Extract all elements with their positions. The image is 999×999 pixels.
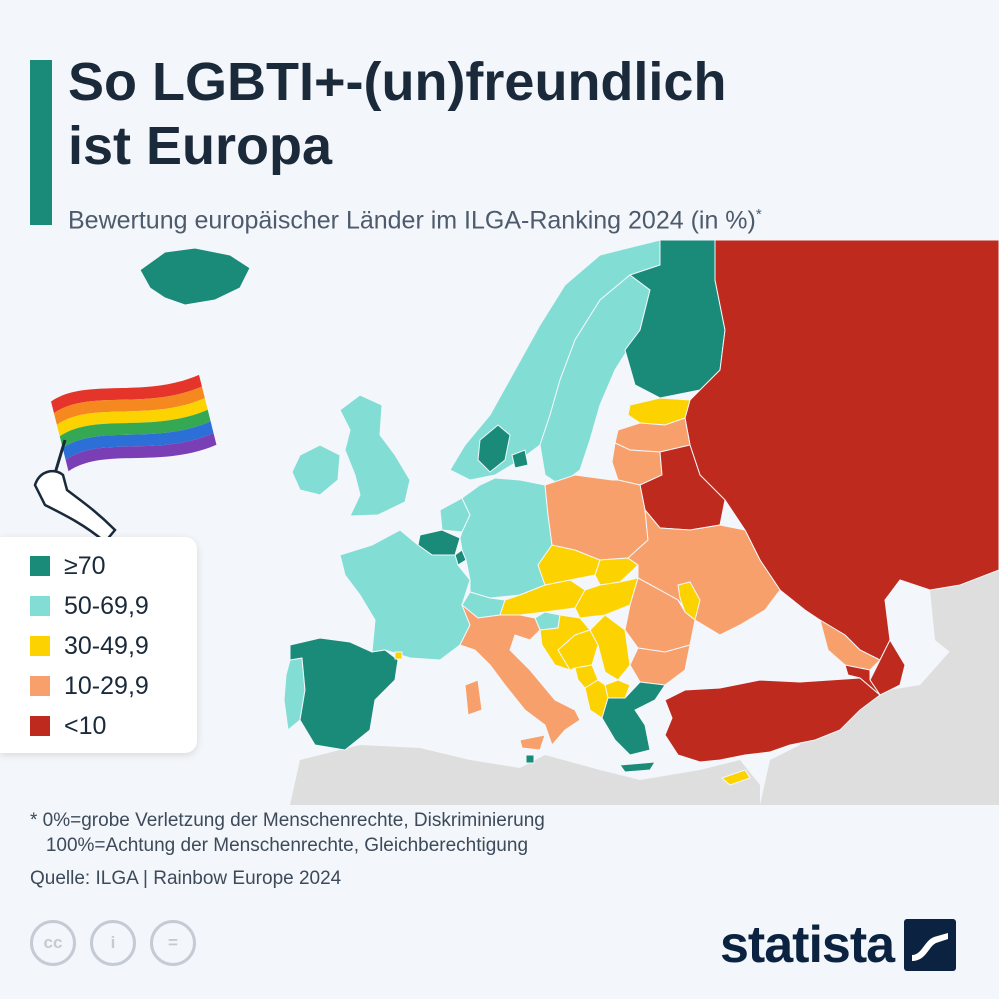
- legend-swatch-3: [30, 636, 50, 656]
- africa-land: [290, 745, 760, 805]
- cc-icon[interactable]: cc: [30, 920, 76, 966]
- rainbow-flag-illustration: [25, 370, 235, 545]
- legend-label-1: ≥70: [64, 551, 106, 580]
- country-serbia: [589, 614, 631, 681]
- legend-swatch-2: [30, 596, 50, 616]
- accent-bar: [30, 60, 52, 225]
- page-subtitle: Bewertung europäischer Länder im ILGA-Ra…: [68, 198, 762, 237]
- legend-item-3: 30-49,9: [30, 631, 149, 661]
- legend-item-1: ≥70: [30, 551, 106, 581]
- brand-name: statista: [720, 916, 895, 974]
- page-title: So LGBTI+-(un)freundlich ist Europa: [68, 52, 727, 176]
- country-denmark: [477, 424, 529, 473]
- country-malta: [525, 754, 535, 764]
- country-turkey: [664, 677, 881, 763]
- license-icons: cc i =: [30, 920, 196, 966]
- country-georgia: [819, 618, 881, 671]
- source-note: Quelle: ILGA | Rainbow Europe 2024: [30, 868, 342, 889]
- country-united-kingdom: [339, 394, 411, 517]
- country-iceland: [139, 247, 251, 306]
- europe-map: [0, 240, 999, 805]
- country-north-macedonia: [604, 679, 631, 699]
- country-greece: [601, 681, 666, 773]
- legend-swatch-4: [30, 676, 50, 696]
- statista-logo-icon: [904, 919, 957, 971]
- legend-swatch-5: [30, 716, 50, 736]
- map-svg: [139, 240, 999, 805]
- country-sweden: [539, 274, 651, 486]
- country-andorra: [394, 651, 403, 660]
- legend-item-5: <10: [30, 711, 106, 741]
- legend-label-3: 30-49,9: [64, 631, 149, 660]
- country-ireland: [291, 444, 341, 496]
- by-icon[interactable]: i: [90, 920, 136, 966]
- country-italy: [459, 603, 581, 751]
- legend-item-4: 10-29,9: [30, 671, 149, 701]
- country-romania: [624, 577, 696, 653]
- map-legend: ≥70 50-69,9 30-49,9 10-29,9 <10: [0, 537, 197, 753]
- country-ukraine: [627, 508, 781, 636]
- legend-item-2: 50-69,9: [30, 591, 149, 621]
- country-bulgaria: [629, 644, 691, 686]
- legend-swatch-1: [30, 556, 50, 576]
- central-asia-land: [930, 570, 999, 660]
- rainbow-flag-icon: [33, 374, 217, 544]
- middle-east-land: [760, 620, 999, 805]
- country-germany: [459, 477, 553, 599]
- statista-brand[interactable]: statista: [720, 915, 957, 975]
- nd-icon[interactable]: =: [150, 920, 196, 966]
- legend-label-4: 10-29,9: [64, 671, 149, 700]
- country-cyprus: [721, 769, 751, 786]
- legend-label-2: 50-69,9: [64, 591, 149, 620]
- subtitle-text: Bewertung europäischer Länder im ILGA-Ra…: [68, 206, 756, 235]
- country-russia: [684, 240, 999, 661]
- legend-label-5: <10: [64, 711, 107, 740]
- country-spain: [289, 637, 399, 751]
- subtitle-asterisk: *: [755, 206, 762, 223]
- country-poland: [544, 474, 649, 561]
- country-armenia: [844, 664, 881, 696]
- footnote: * 0%=grobe Verletzung der Menschenrechte…: [30, 810, 545, 856]
